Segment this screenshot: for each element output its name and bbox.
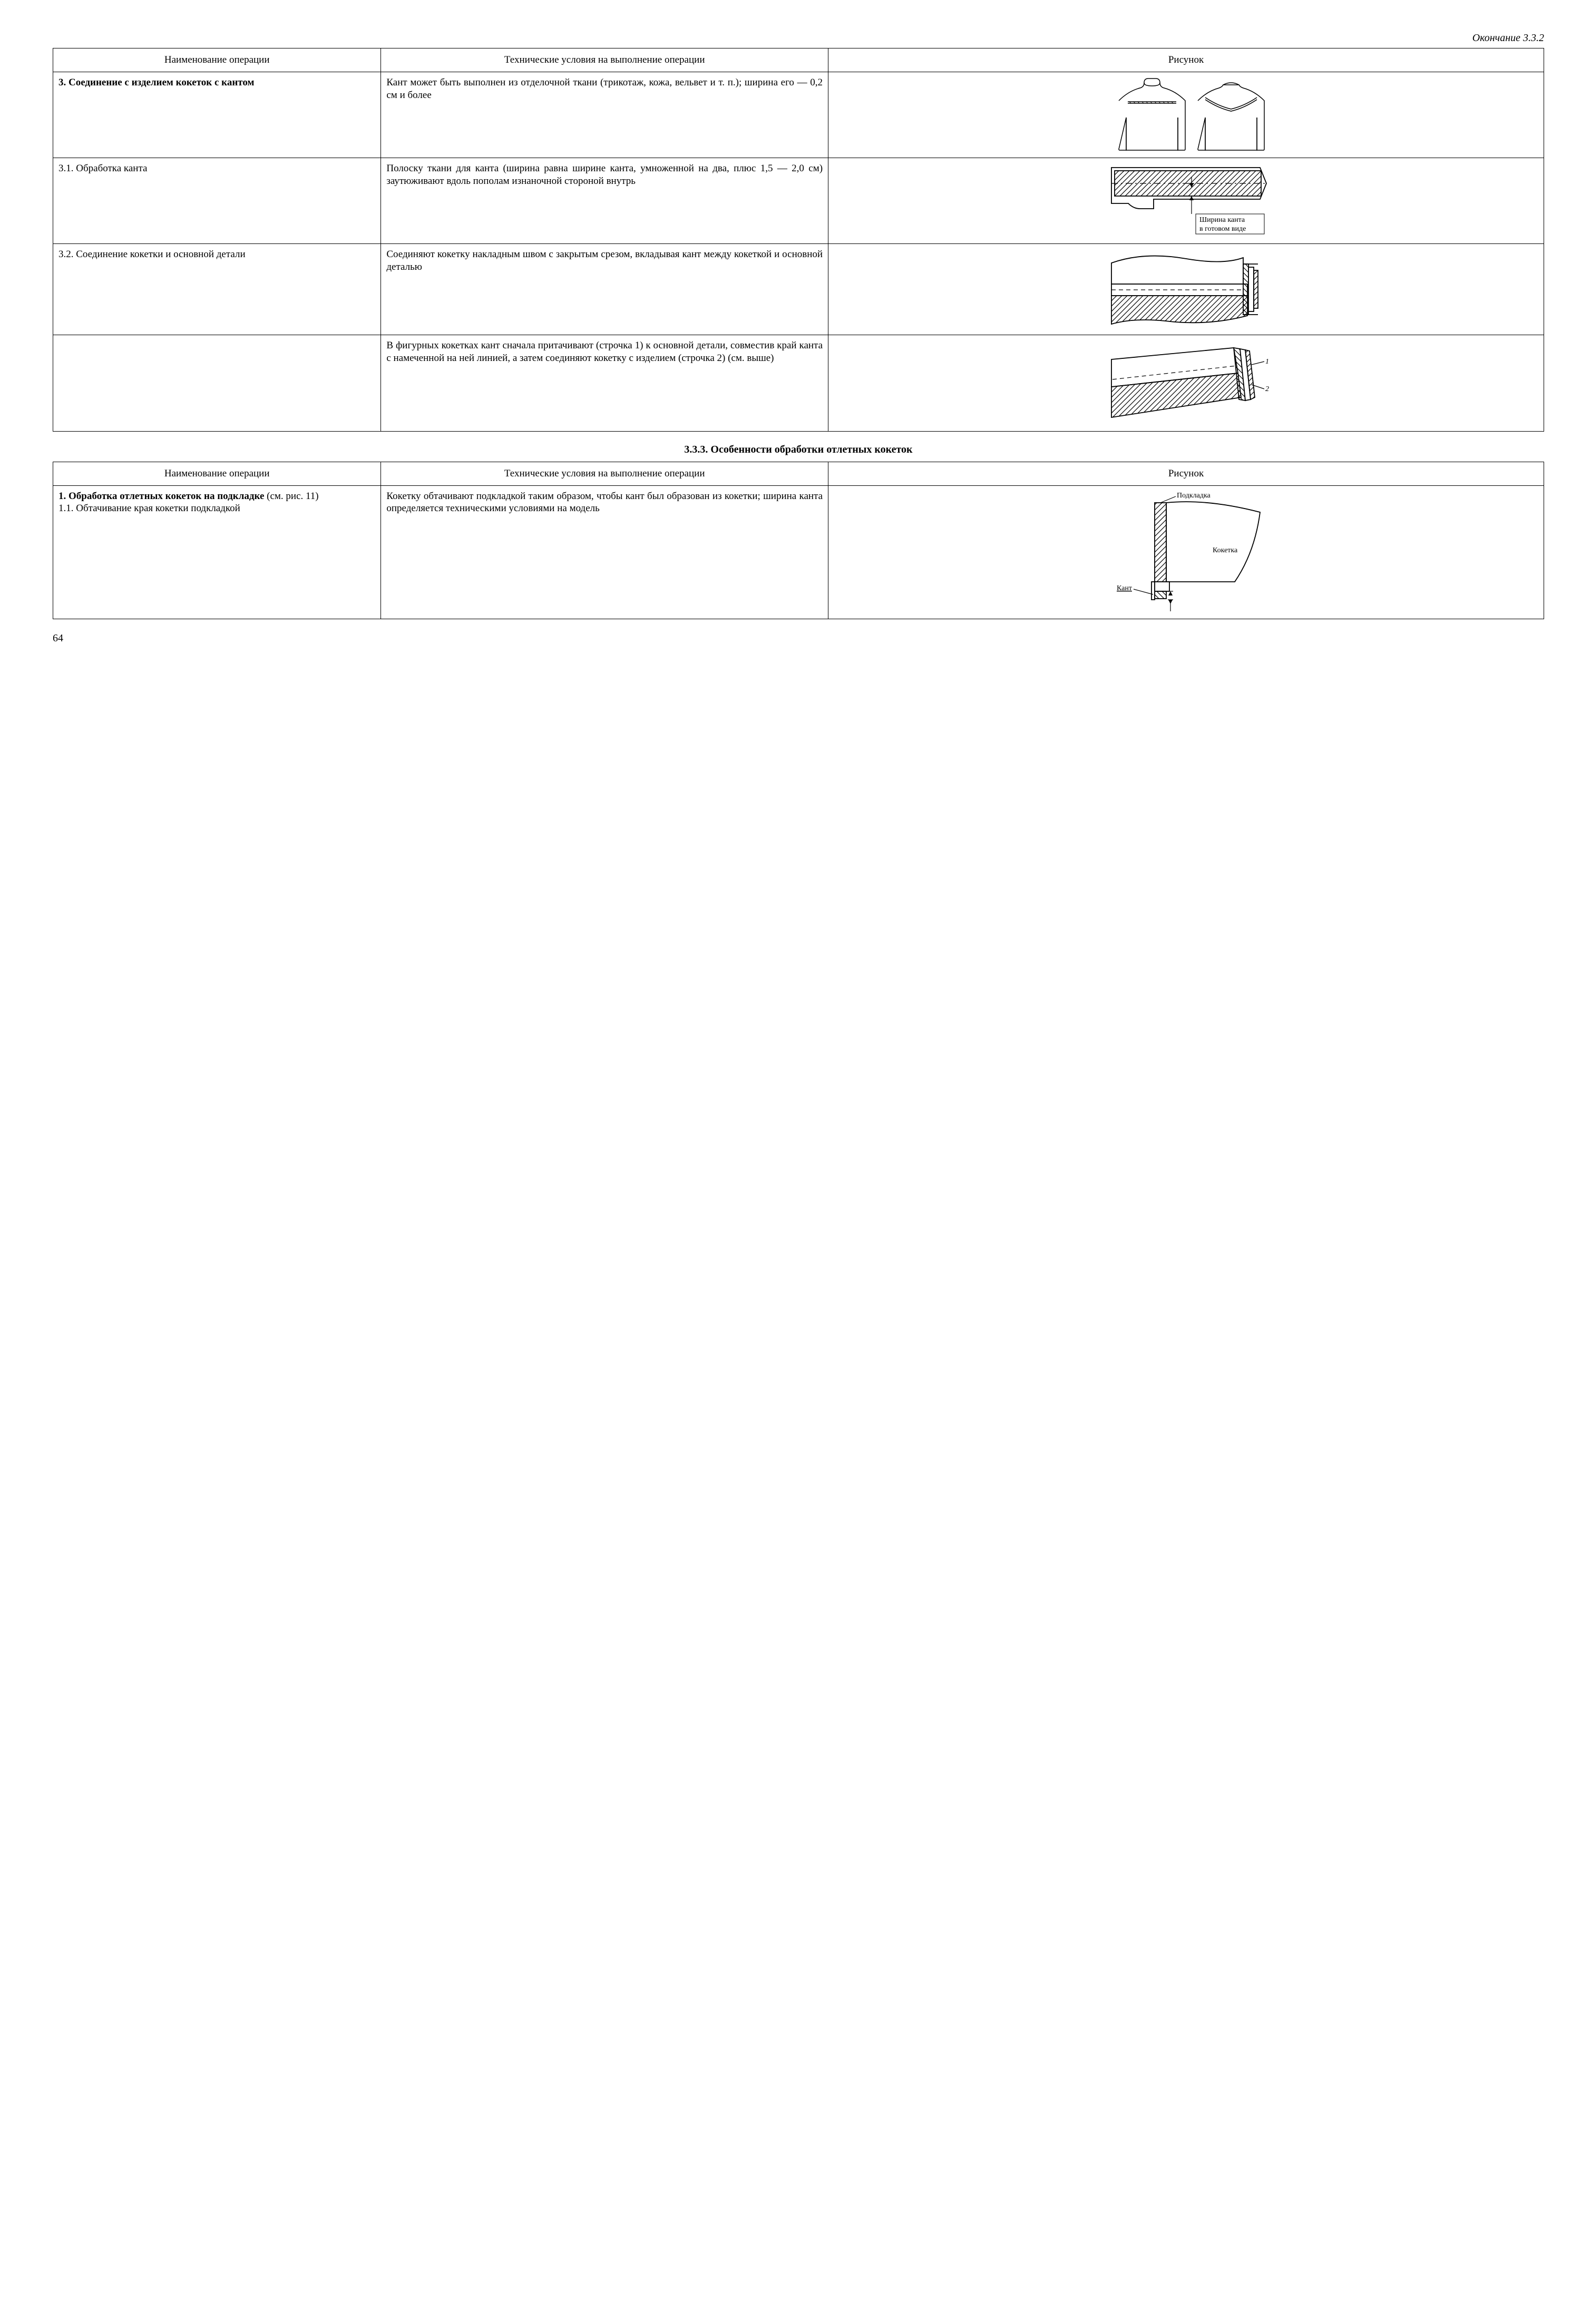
- fig-label-lining: Подкладка: [1177, 492, 1211, 500]
- continuation-label: Окончание 3.3.2: [53, 32, 1544, 45]
- fig-label: Ширина канта: [1199, 216, 1245, 224]
- op-conditions: Кант может быть выполнен из отделочной т…: [381, 72, 828, 158]
- t1-h3: Рисунок: [828, 48, 1544, 72]
- section-heading: 3.3.3. Особенности обработки отлетных ко…: [53, 443, 1544, 456]
- fig-label-piping: Кант: [1117, 584, 1132, 592]
- table-row: 1. Обработка отлетных кокеток на подклад…: [53, 485, 1544, 619]
- op-name: 3.2. Соединение кокетки и основной детал…: [53, 243, 381, 335]
- table-2: Наименование операции Технические услови…: [53, 462, 1544, 619]
- op-name: 3.1. Обработка канта: [53, 158, 381, 243]
- fig-label: в готовом виде: [1199, 225, 1246, 233]
- figured-yoke-diagram-icon: 1 2: [1102, 338, 1271, 428]
- figure-cell: [828, 72, 1544, 158]
- flyaway-yoke-diagram-icon: Подкладка Кокетка Кант: [1102, 489, 1271, 616]
- op-name: 3. Соединение с изделием кокеток с канто…: [58, 77, 254, 88]
- fig-label-yoke: Кокетка: [1213, 546, 1238, 554]
- table-row: 3.2. Соединение кокетки и основной детал…: [53, 243, 1544, 335]
- t2-h2: Технические условия на выполнение операц…: [381, 462, 828, 485]
- figure-cell: [828, 243, 1544, 335]
- table-1: Наименование операции Технические услови…: [53, 48, 1544, 432]
- t1-h2: Технические условия на выполнение операц…: [381, 48, 828, 72]
- op-name: 1. Обработка отлетных кокеток на подклад…: [53, 485, 381, 619]
- figure-cell: Подкладка Кокетка Кант: [828, 485, 1544, 619]
- torso-diagram-icon: [1107, 75, 1265, 154]
- t2-h1: Наименование операции: [53, 462, 381, 485]
- t1-h1: Наименование операции: [53, 48, 381, 72]
- op-conditions: Кокетку обтачивают подкладкой таким обра…: [381, 485, 828, 619]
- figure-cell: 1 2: [828, 335, 1544, 431]
- figure-cell: Ширина канта в готовом виде: [828, 158, 1544, 243]
- fig-callout-2: 2: [1265, 385, 1269, 393]
- op-conditions: Соединяют кокетку накладным швом с закры…: [381, 243, 828, 335]
- op-name: [53, 335, 381, 431]
- op-conditions: Полоску ткани для канта (ширина равна ши…: [381, 158, 828, 243]
- table-row: 3. Соединение с изделием кокеток с канто…: [53, 72, 1544, 158]
- op-conditions: В фигурных кокетках кант сначала притачи…: [381, 335, 828, 431]
- op-name-bold: 1. Обработка отлетных кокеток на подклад…: [58, 491, 264, 502]
- table-row: 3.1. Обработка канта Полоску ткани для к…: [53, 158, 1544, 243]
- page-number: 64: [53, 632, 1544, 645]
- t2-h3: Рисунок: [828, 462, 1544, 485]
- piping-fold-diagram-icon: Ширина канта в готовом виде: [1102, 161, 1271, 240]
- table-row: В фигурных кокетках кант сначала притачи…: [53, 335, 1544, 431]
- yoke-seam-diagram-icon: [1102, 247, 1271, 331]
- fig-callout-1: 1: [1265, 358, 1269, 366]
